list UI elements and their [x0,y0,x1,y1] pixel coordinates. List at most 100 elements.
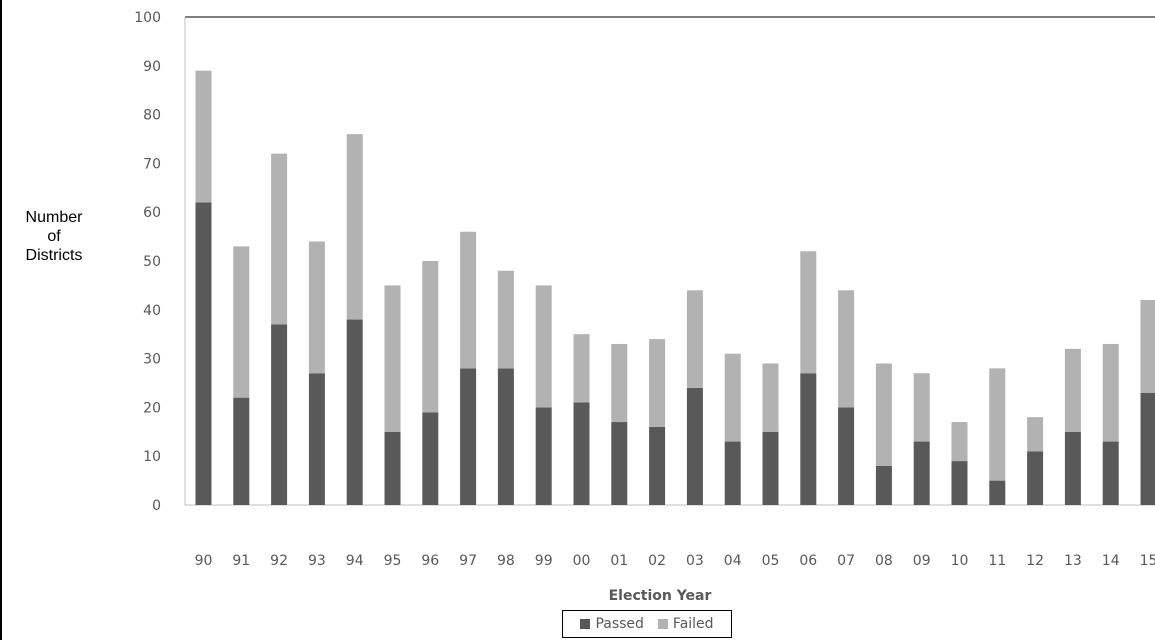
x-tick-label: 92 [270,553,288,569]
bar-failed-02 [649,339,666,427]
bar-failed-01 [611,343,628,423]
x-tick-label: 07 [837,553,855,569]
x-tick-label: 95 [384,553,402,569]
bar-passed-07 [838,407,855,505]
bar-failed-11 [989,368,1006,481]
bar-passed-92 [271,324,288,505]
bar-failed-12 [1027,417,1044,452]
bar-failed-06 [800,251,817,374]
x-tick-label: 93 [308,553,326,569]
legend-label-failed: Failed [672,616,714,632]
x-tick-label: 05 [762,553,780,569]
x-tick-label: 03 [686,553,704,569]
x-axis-title: Election Year [608,588,712,604]
bar-failed-94 [346,134,363,320]
bar-failed-05 [762,363,779,432]
bar-passed-10 [951,461,968,505]
bar-passed-03 [686,387,703,505]
x-tick-label: 06 [799,553,817,569]
bar-passed-94 [346,319,363,505]
bar-failed-92 [271,153,288,325]
bar-failed-96 [422,261,439,413]
x-tick-label: 01 [610,553,628,569]
bar-failed-14 [1102,343,1119,442]
legend: Passed Failed [562,610,732,638]
legend-swatch-failed [657,619,668,629]
x-tick-label: 14 [1102,553,1120,569]
bar-passed-14 [1102,441,1119,505]
y-tick-label: 30 [143,352,161,368]
bar-passed-15 [1140,392,1155,505]
bar-failed-00 [573,334,590,403]
x-tick-label: 12 [1026,553,1044,569]
x-tick-label: 98 [497,553,515,569]
x-axis-ticks: 90 91 92 93 94 95 96 97 98 99 00 01 02 03 04 05 06 07 08 09… [195,553,1155,569]
x-tick-label: 94 [346,553,364,569]
y-tick-label: 90 [143,59,161,75]
x-tick-label: 08 [875,553,893,569]
x-tick-label: 90 [195,553,213,569]
y-tick-label: 0 [152,498,161,514]
bar-failed-08 [875,363,892,466]
y-axis-label-line: Districts [25,247,83,264]
bar-passed-08 [875,465,892,505]
bar-failed-07 [838,290,855,408]
x-tick-label: 13 [1064,553,1082,569]
bar-failed-99 [535,285,552,408]
bar-passed-96 [422,412,439,505]
bar-passed-09 [913,441,930,505]
bar-failed-03 [686,290,703,388]
bar-passed-01 [611,422,628,505]
bar-passed-04 [724,441,741,505]
legend-item-failed: Failed [657,616,714,632]
bar-failed-91 [233,246,250,398]
y-tick-label: 40 [143,303,161,319]
x-tick-label: 09 [913,553,931,569]
x-tick-label: 91 [232,553,250,569]
x-tick-label: 04 [724,553,742,569]
legend-label-passed: Passed [595,616,644,632]
bar-passed-97 [460,368,477,505]
y-tick-label: 100 [134,10,161,26]
bars [195,70,1155,505]
x-tick-label: 15 [1140,553,1155,569]
bar-passed-90 [195,202,212,505]
left-border [0,0,2,640]
bar-failed-13 [1064,348,1081,432]
y-tick-label: 20 [143,400,161,416]
x-tick-label: 96 [421,553,439,569]
bar-failed-95 [384,285,401,432]
x-tick-label: 11 [988,553,1006,569]
y-axis-ticks: 0 10 20 30 40 50 60 70 80 90 100 [134,10,161,514]
bar-passed-13 [1064,431,1081,505]
y-axis-label-line: Number [25,209,83,226]
bar-failed-97 [460,231,477,369]
bar-passed-05 [762,431,779,505]
bar-passed-11 [989,480,1006,505]
x-tick-label: 99 [535,553,553,569]
y-tick-label: 80 [143,108,161,124]
x-tick-label: 10 [951,553,969,569]
x-tick-label: 97 [459,553,477,569]
y-tick-label: 70 [143,156,161,172]
bar-passed-12 [1027,451,1044,505]
bar-failed-10 [951,422,968,462]
bar-passed-98 [497,368,514,505]
y-tick-label: 60 [143,205,161,221]
x-tick-label: 00 [573,553,591,569]
bar-passed-02 [649,426,666,505]
bar-passed-99 [535,407,552,505]
bar-passed-91 [233,397,250,505]
y-tick-label: 50 [143,254,161,270]
bar-failed-90 [195,70,212,203]
bar-failed-93 [308,241,325,374]
bar-passed-00 [573,402,590,505]
legend-swatch-passed [580,619,591,629]
bar-failed-98 [497,270,514,369]
legend-item-passed: Passed [580,616,644,632]
bar-passed-06 [800,373,817,505]
bar-failed-15 [1140,300,1155,393]
y-axis-label: Number of Districts [0,208,108,265]
y-axis-label-line: of [47,228,61,245]
